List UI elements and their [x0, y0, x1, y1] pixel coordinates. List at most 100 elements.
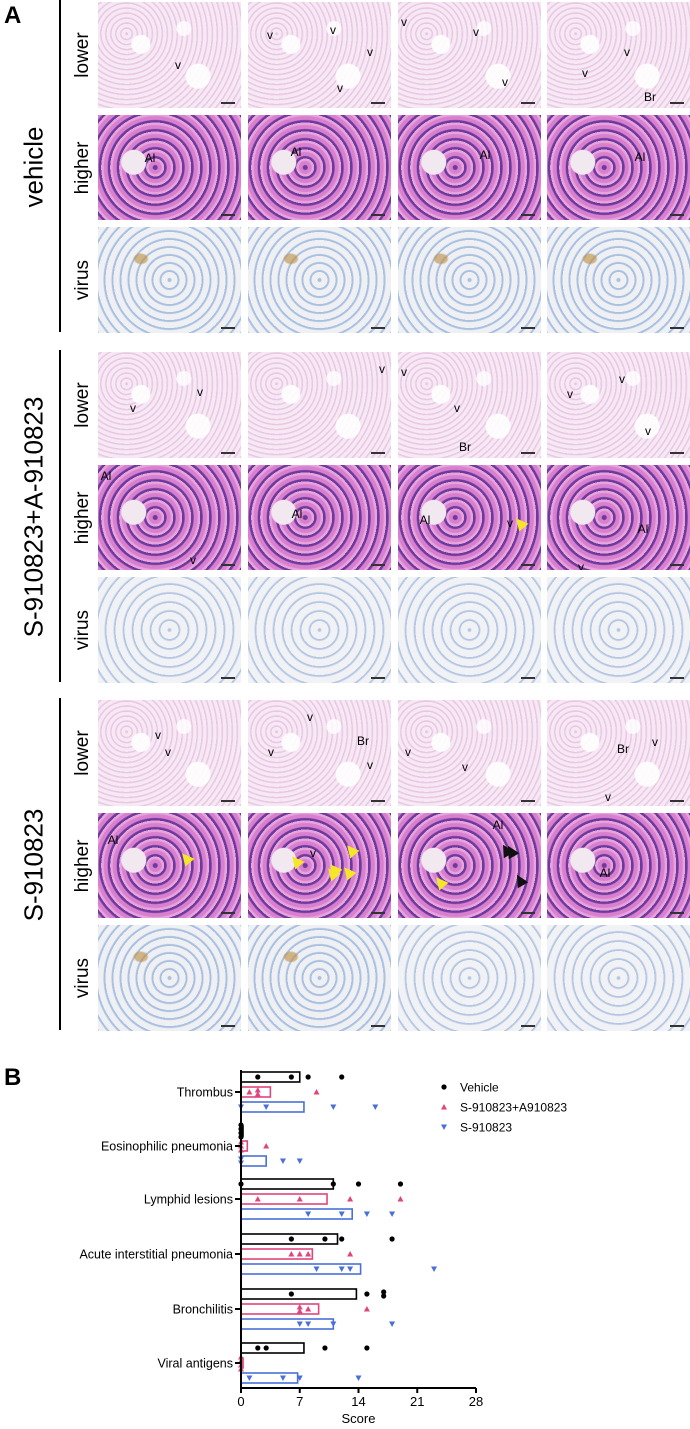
black-arrow-icon — [511, 871, 529, 889]
scale-bar — [521, 327, 535, 329]
tissue-annotation: Al — [637, 522, 649, 536]
yellow-arrow-icon — [342, 841, 360, 859]
bar — [240, 1288, 358, 1300]
x-tick-label: 14 — [351, 1394, 365, 1409]
micrograph-virus — [547, 925, 690, 1031]
data-point — [255, 1074, 261, 1080]
scale-bar — [371, 214, 385, 216]
scale-bar — [521, 452, 535, 454]
category-label: Viral antigens — [157, 1357, 233, 1371]
category-label: Lymphid lesions — [144, 1193, 233, 1207]
tissue-annotation: v — [582, 66, 588, 80]
data-point — [389, 1211, 396, 1217]
tissue-annotation: Al — [291, 507, 303, 521]
micrograph-virus — [398, 227, 541, 333]
tissue-annotation: v — [624, 45, 630, 59]
tissue-annotation: v — [619, 372, 625, 386]
data-point — [322, 1345, 328, 1351]
data-point — [296, 1251, 303, 1257]
data-point — [288, 1236, 294, 1242]
data-point — [322, 1236, 328, 1242]
data-point — [279, 1375, 286, 1381]
micrograph-higher: Al — [98, 115, 241, 220]
yellow-arrow-icon — [177, 849, 195, 867]
data-point — [313, 1089, 320, 1095]
data-point — [381, 1289, 387, 1295]
tissue-annotation: Al — [419, 513, 431, 527]
group-divider-line — [59, 350, 61, 682]
micrograph-higher: Al — [398, 115, 541, 220]
data-point — [296, 1304, 303, 1310]
scale-bar — [371, 564, 385, 566]
tissue-annotation: Br — [617, 742, 629, 756]
micrograph-lower: v v Br — [547, 2, 690, 108]
data-point — [305, 1074, 311, 1080]
data-point — [288, 1291, 294, 1297]
bar — [240, 1178, 335, 1190]
yellow-arrow-icon — [339, 863, 357, 881]
group-divider-line — [59, 0, 61, 332]
tissue-annotation: v — [401, 365, 407, 379]
data-point — [355, 1375, 362, 1381]
tissue-annotation: v — [197, 385, 203, 399]
scale-bar — [371, 912, 385, 914]
tissue-annotation: Al — [599, 866, 611, 880]
legend-marker — [441, 1084, 447, 1090]
tissue-annotation: v — [645, 424, 651, 438]
panel-a-letter: A — [4, 2, 22, 29]
micrograph-higher: Al — [248, 465, 391, 570]
data-point — [296, 1196, 303, 1202]
data-point — [296, 1375, 303, 1381]
micrograph-lower: v v v — [398, 2, 541, 108]
data-point — [255, 1345, 261, 1351]
tissue-annotation: Br — [644, 90, 656, 104]
tissue-annotation: v — [165, 745, 171, 759]
data-point — [288, 1074, 294, 1080]
data-point — [305, 1306, 312, 1312]
data-point — [246, 1375, 253, 1381]
tissue-annotation: v — [605, 790, 611, 804]
data-point — [338, 1266, 345, 1272]
magnification-row-label: lower — [72, 382, 93, 428]
x-axis-label: Score — [342, 1411, 376, 1426]
data-point — [339, 1236, 345, 1242]
tissue-annotation: v — [578, 560, 584, 570]
scale-bar — [371, 452, 385, 454]
micrograph-lower: v v Br v — [248, 700, 391, 806]
micrograph-higher: v — [248, 813, 391, 918]
data-point — [338, 1211, 345, 1217]
data-point — [288, 1251, 295, 1257]
tissue-annotation: Al — [492, 818, 504, 832]
group-label: vehicle — [18, 126, 49, 208]
scale-bar — [670, 327, 684, 329]
tissue-annotation: v — [175, 58, 181, 72]
tissue-annotation: v — [307, 710, 313, 724]
tissue-annotation: v — [502, 75, 508, 89]
micrograph-lower: v — [248, 352, 391, 458]
yellow-arrow-icon — [511, 514, 529, 532]
micrograph-virus — [98, 577, 241, 683]
micrograph-higher: Al — [547, 813, 690, 918]
data-point — [263, 1104, 270, 1110]
score-chart: Thrombus Eosinophilic pneumonia Lymphid le… — [79, 1070, 567, 1426]
scale-bar — [670, 912, 684, 914]
scale-bar — [521, 564, 535, 566]
data-point — [363, 1211, 370, 1217]
tissue-annotation: v — [652, 735, 658, 749]
micrograph-virus — [248, 925, 391, 1031]
micrograph-virus — [398, 925, 541, 1031]
tissue-annotation: v — [405, 745, 411, 759]
micrograph-higher: Al — [98, 813, 241, 918]
legend-label: S-910823 — [460, 1121, 512, 1135]
data-point — [431, 1266, 438, 1272]
magnification-row-label: higher — [72, 839, 93, 893]
micrograph-higher: Al — [398, 813, 541, 918]
tissue-annotation: Al — [144, 151, 156, 165]
data-point — [363, 1306, 370, 1312]
bar — [240, 1155, 267, 1167]
magnification-row-label: virus — [72, 259, 93, 301]
data-point — [389, 1236, 395, 1242]
